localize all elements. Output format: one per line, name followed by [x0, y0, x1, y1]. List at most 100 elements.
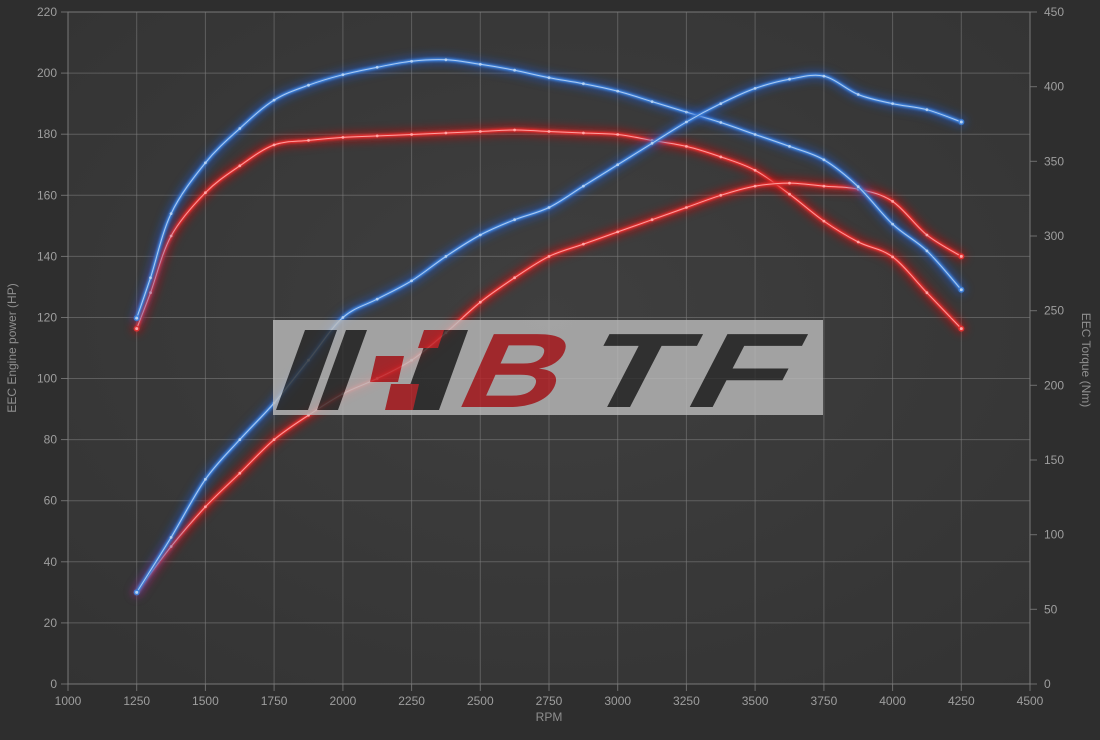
power-original-point	[925, 233, 929, 237]
power-modified-point	[685, 120, 688, 124]
power-modified-point	[582, 184, 585, 188]
x-tick-label: 4250	[948, 694, 975, 708]
power-original-point	[891, 200, 894, 203]
torque-modified-point	[719, 121, 723, 124]
x-tick-label: 3500	[742, 694, 769, 708]
y-left-tick-label: 60	[44, 494, 58, 508]
axis-tick-labels: 1000 1250 1500 1750 2000 2250 2500 2750 3000 3250…	[37, 5, 1064, 708]
torque-modified-point	[925, 249, 929, 253]
torque-original-point	[375, 134, 379, 138]
x-tick-label: 1250	[123, 694, 150, 708]
torque-original-point	[753, 168, 757, 172]
logo-checker-icon	[385, 384, 419, 410]
power-original-point	[513, 276, 516, 280]
x-tick-label: 2500	[467, 694, 494, 708]
power-modified-point	[410, 279, 413, 283]
axis-ticks	[61, 11, 1037, 691]
torque-modified-endpoint-core	[959, 288, 963, 292]
x-tick-label: 1000	[55, 694, 82, 708]
torque-modified-point	[307, 83, 310, 87]
power-modified-point	[650, 141, 654, 145]
torque-modified-point	[650, 100, 654, 103]
y-right-tick-label: 100	[1044, 528, 1064, 542]
power-original-point	[547, 255, 551, 258]
power-modified-point	[375, 297, 379, 301]
power-modified-point	[169, 536, 173, 539]
logo-checker-icon	[418, 330, 444, 348]
power-modified-point	[513, 218, 516, 222]
y-left-tick-label: 0	[50, 677, 57, 691]
y-left-tick-label: 160	[37, 188, 57, 202]
torque-original-point	[822, 219, 826, 223]
x-tick-label: 3250	[673, 694, 700, 708]
torque-original-point	[341, 136, 345, 139]
power-original-point	[650, 218, 654, 222]
torque-modified-point	[375, 65, 379, 69]
power-modified-point	[788, 77, 791, 81]
torque-modified-point	[685, 110, 688, 114]
power-original-point	[719, 193, 723, 197]
torque-original-point	[272, 143, 276, 147]
torque-original-point	[444, 131, 448, 135]
torque-original-point	[891, 255, 894, 259]
power-modified-point	[891, 102, 894, 105]
power-original-point	[753, 184, 757, 188]
power-modified-point	[719, 102, 723, 105]
power-original-point	[685, 206, 688, 209]
torque-original-path	[136, 129, 962, 330]
torque-original-endpoint-core	[135, 327, 139, 331]
power-original-point	[238, 471, 242, 475]
torque-original-endpoint-core	[959, 327, 963, 331]
y-right-tick-label: 300	[1044, 229, 1064, 243]
torque-modified-point	[513, 68, 516, 72]
power-original-point	[204, 505, 207, 509]
y-left-tick-label: 120	[37, 311, 57, 325]
x-tick-label: 3000	[604, 694, 631, 708]
y-left-tick-label: 100	[37, 372, 57, 386]
power-original-point	[582, 242, 585, 246]
power-original-point	[478, 300, 482, 304]
power-modified-point	[444, 255, 448, 258]
power-modified-point	[822, 74, 826, 78]
logo-bar-icon	[276, 330, 337, 410]
power-modified-point	[547, 206, 551, 209]
torque-original-point	[478, 130, 482, 133]
torque-modified-point	[204, 161, 207, 165]
torque-modified-curve	[131, 54, 967, 324]
torque-original-point	[582, 131, 585, 135]
power-modified-point	[238, 438, 242, 441]
power-modified-endpoint-core	[135, 590, 139, 594]
torque-modified-point	[616, 89, 620, 93]
x-tick-label: 2000	[330, 694, 357, 708]
power-modified-point	[616, 163, 620, 167]
torque-original-curve	[131, 124, 967, 334]
y-right-tick-label: 150	[1044, 453, 1064, 467]
torque-modified-point	[753, 133, 757, 136]
power-modified-point	[856, 93, 860, 96]
torque-modified-point	[272, 98, 276, 102]
x-tick-label: 2250	[398, 694, 425, 708]
torque-original-point	[719, 155, 723, 159]
y-left-tick-label: 40	[44, 555, 58, 569]
torque-original-point	[925, 291, 929, 295]
y-left-tick-label: 220	[37, 5, 57, 19]
torque-original-point	[410, 133, 413, 136]
y-right-tick-label: 350	[1044, 154, 1064, 168]
btf-logo: B TF	[276, 311, 838, 430]
torque-modified-point	[149, 276, 152, 280]
x-tick-label: 4000	[879, 694, 906, 708]
torque-modified-point	[444, 58, 448, 62]
y-left-tick-label: 20	[44, 616, 58, 630]
torque-original-point	[513, 128, 516, 132]
logo-bar-icon	[401, 330, 468, 410]
y-left-axis-title: EEC Engine power (HP)	[5, 283, 19, 412]
torque-modified-point	[169, 212, 173, 216]
power-original-point	[788, 181, 791, 185]
power-original-point	[272, 438, 276, 441]
x-tick-label: 3750	[811, 694, 838, 708]
torque-original-point	[169, 234, 173, 238]
y-left-tick-label: 180	[37, 127, 57, 141]
y-right-tick-label: 200	[1044, 378, 1064, 392]
power-modified-point	[478, 233, 482, 237]
